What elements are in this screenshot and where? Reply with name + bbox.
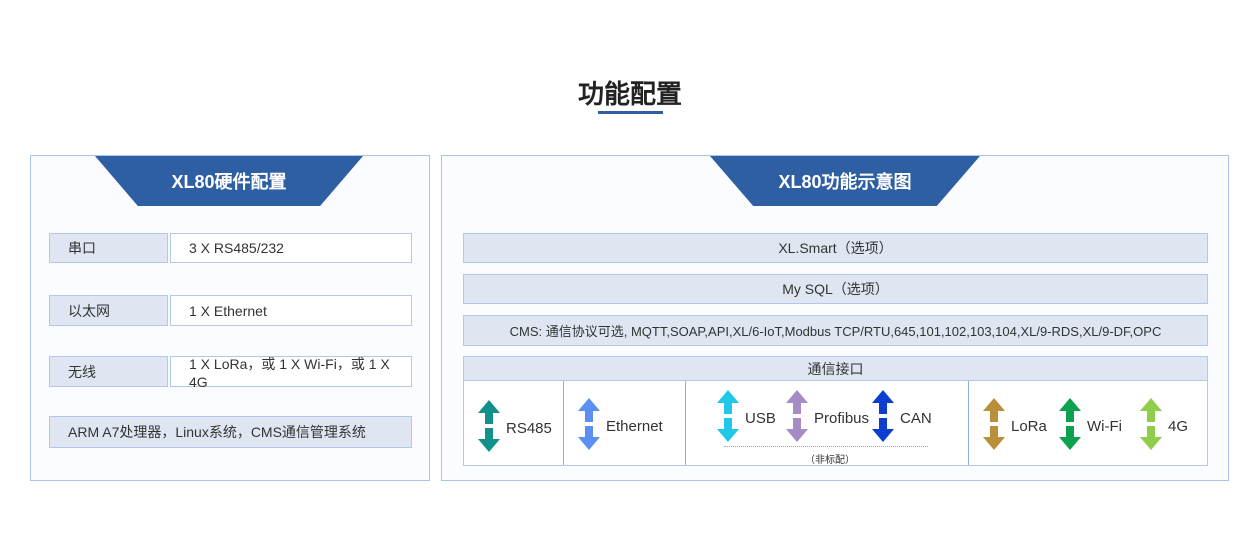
double-arrow-icon <box>786 390 808 446</box>
optional-bracket <box>724 446 928 447</box>
bar-cms: CMS: 通信协议可选, MQTT,SOAP,API,XL/6-IoT,Modb… <box>463 315 1208 346</box>
double-arrow-icon <box>872 390 894 446</box>
divider <box>563 381 564 465</box>
row-label-ethernet: 以太网 <box>49 295 168 326</box>
interface-label: LoRa <box>1011 417 1047 435</box>
double-arrow-icon <box>478 400 500 456</box>
double-arrow-icon <box>1059 398 1081 454</box>
title-underline <box>598 111 663 114</box>
interface-label: USB <box>745 409 776 427</box>
double-arrow-icon <box>983 398 1005 454</box>
interface-profibus: Profibus <box>786 390 869 446</box>
divider <box>968 381 969 465</box>
function-header: XL80功能示意图 <box>710 156 980 206</box>
interface-can: CAN <box>872 390 932 446</box>
bar-xl-smart: XL.Smart（选项） <box>463 233 1208 263</box>
row-value-wireless: 1 X LoRa，或 1 X Wi-Fi，或 1 X 4G <box>170 356 412 390</box>
hardware-footer: ARM A7处理器，Linux系统，CMS通信管理系统 <box>49 416 412 448</box>
interface-title: 通信接口 <box>463 356 1208 382</box>
row-value-serial: 3 X RS485/232 <box>170 233 412 263</box>
optional-note: （非标配） <box>805 455 855 466</box>
hardware-header: XL80硬件配置 <box>95 156 363 206</box>
interface-label: 4G <box>1168 417 1189 435</box>
row-label-serial: 串口 <box>49 233 168 263</box>
interface-wifi: Wi-Fi <box>1059 398 1122 454</box>
row-label-wireless: 无线 <box>49 356 168 387</box>
interface-label: Wi-Fi <box>1087 417 1122 435</box>
interface-lora: LoRa <box>983 398 1047 454</box>
interface-label: RS485 <box>506 419 552 437</box>
double-arrow-icon <box>717 390 739 446</box>
double-arrow-icon <box>578 398 600 454</box>
row-value-ethernet: 1 X Ethernet <box>170 295 412 326</box>
interface-usb: USB <box>717 390 776 446</box>
double-arrow-icon <box>1140 398 1162 454</box>
divider <box>685 381 686 465</box>
interface-ethernet: Ethernet <box>578 398 663 454</box>
interface-label: Profibus <box>814 409 870 427</box>
interface-label: CAN <box>900 409 932 427</box>
bar-mysql: My SQL（选项） <box>463 274 1208 304</box>
interface-rs485: RS485 <box>478 400 552 456</box>
interface-4g: 4G <box>1140 398 1188 454</box>
interface-box <box>463 380 1208 466</box>
interface-label: Ethernet <box>606 417 663 435</box>
page-title: 功能配置 <box>577 79 682 109</box>
